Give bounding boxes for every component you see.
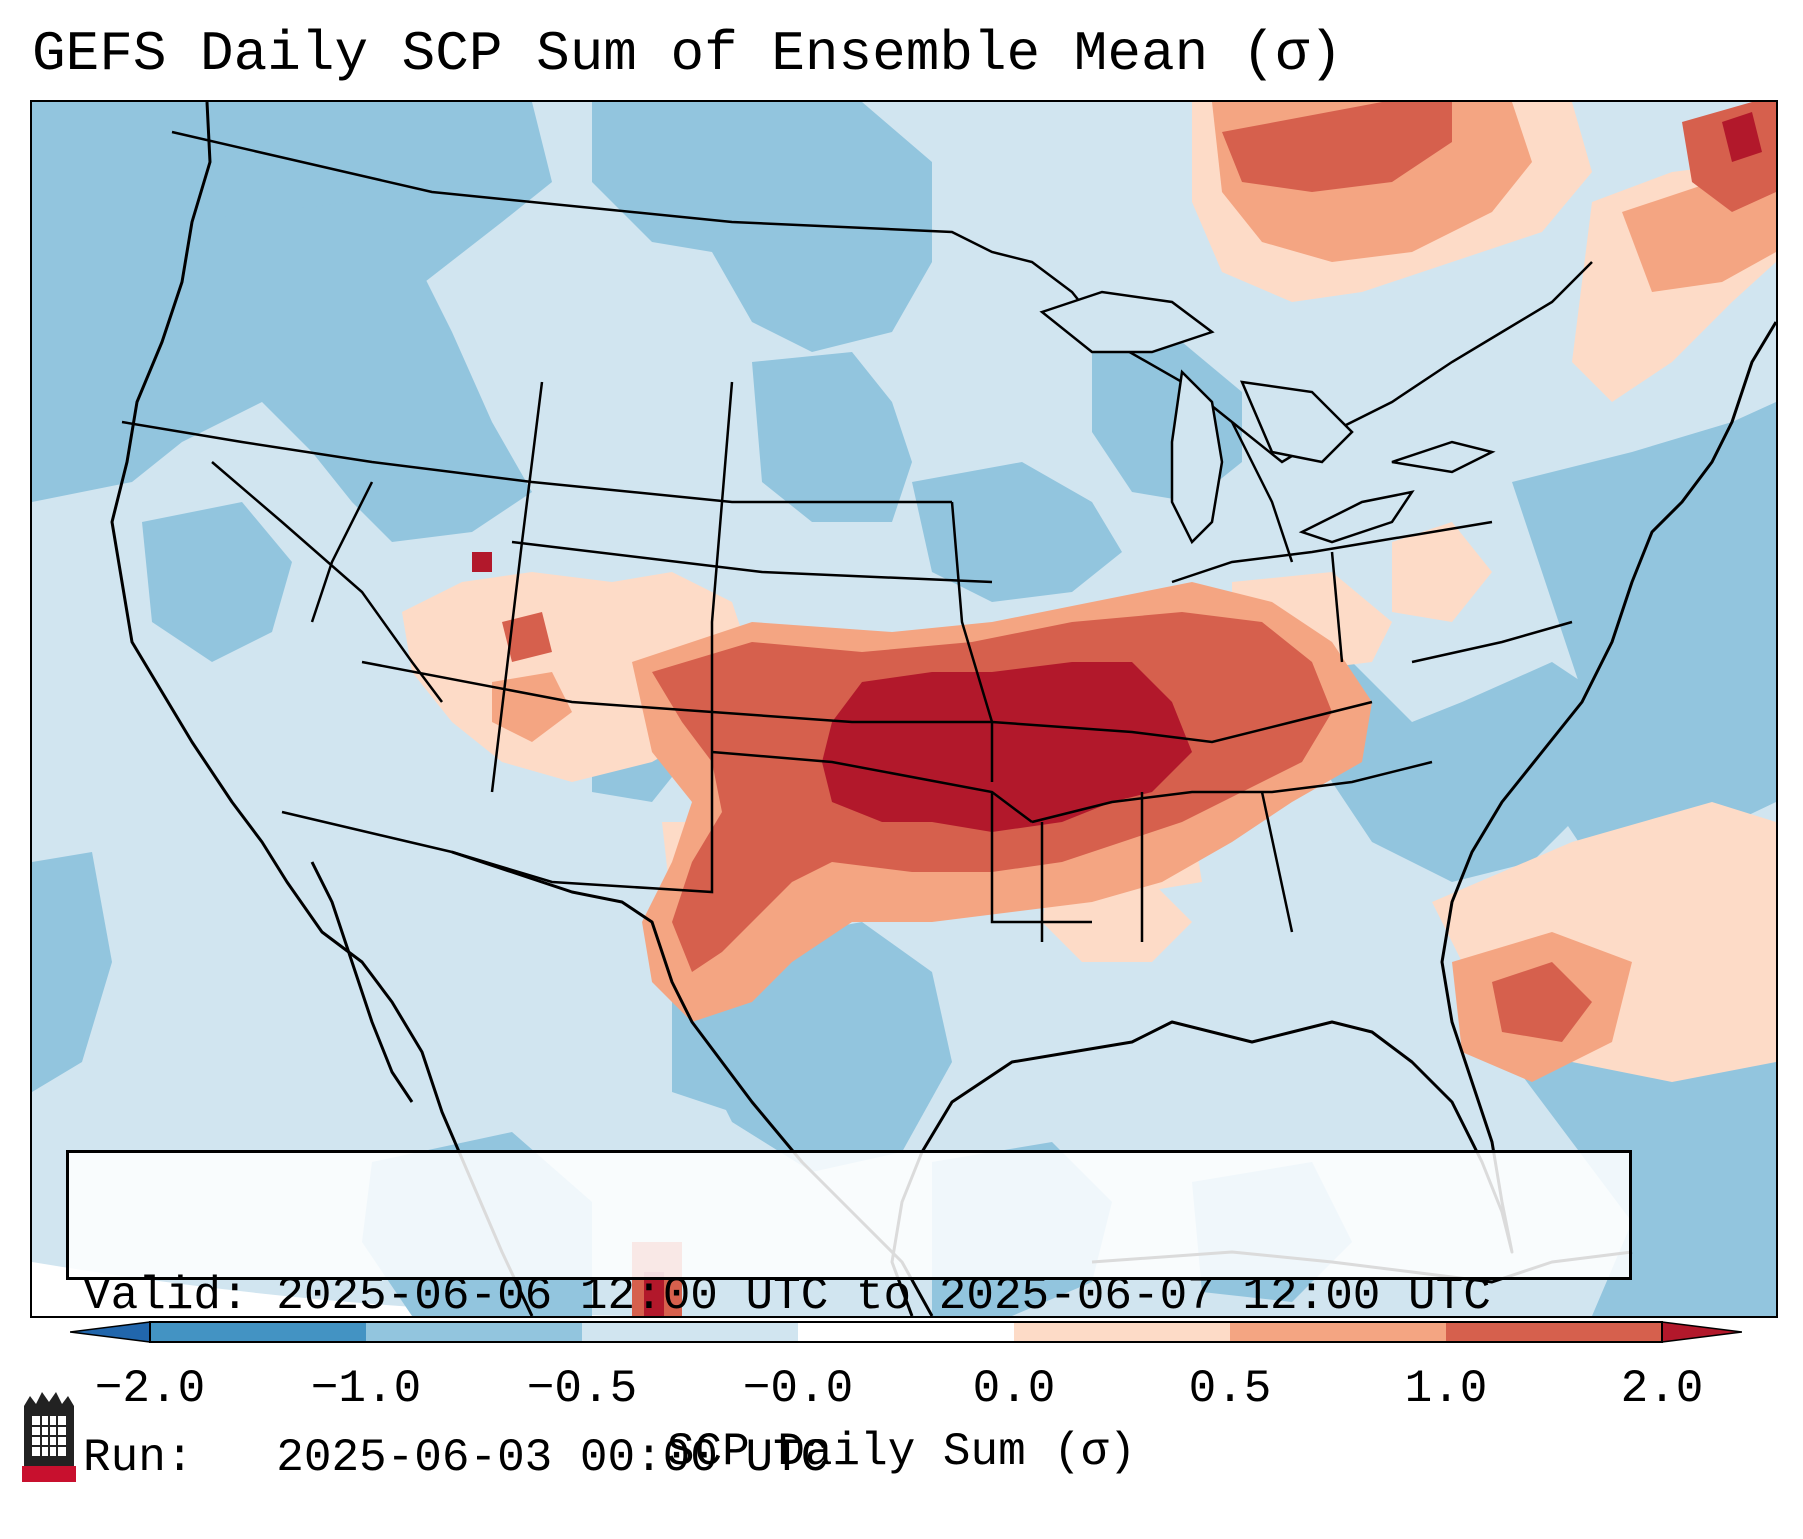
great-lakes [1039, 290, 1496, 545]
off-domain-area [32, 1262, 632, 1316]
run-time-text: Run: 2025-06-03 00:00 UTC [83, 1432, 829, 1484]
valid-time-text: Valid: 2025-06-06 12:00 UTC to 2025-06-0… [83, 1270, 1491, 1322]
valid-run-info-box: Valid: 2025-06-06 12:00 UTC to 2025-06-0… [66, 1150, 1632, 1484]
colorbar-tick-label: 0.0 [972, 1363, 1056, 1415]
colorbar-extend-high [1661, 1321, 1742, 1343]
colorbar [70, 1321, 1742, 1343]
colorbar-tick-label: 0.5 [1188, 1363, 1272, 1415]
niu-logo [22, 1392, 76, 1482]
colorbar-segment [150, 1322, 366, 1342]
colorbar-label: SCP Daily Sum (σ) [666, 1426, 1137, 1478]
colorbar-segment [1446, 1322, 1662, 1342]
colorbar-segment [798, 1322, 1014, 1342]
borders [121, 130, 1593, 942]
colorbar-tick-label: −2.0 [94, 1363, 206, 1415]
colorbar-tick-label: −1.0 [310, 1363, 422, 1415]
colorbar-segment [1230, 1322, 1446, 1342]
colorbar-tick-label: −0.5 [526, 1363, 638, 1415]
map-panel[interactable] [30, 100, 1778, 1318]
figure-title: GEFS Daily SCP Sum of Ensemble Mean (σ) [32, 22, 1343, 86]
colorbar-tick-label: 2.0 [1620, 1363, 1704, 1415]
colorbar-tick-label: 1.0 [1404, 1363, 1488, 1415]
colorbar-extend-low [70, 1321, 151, 1343]
colorbar-segment [366, 1322, 582, 1342]
map-svg [32, 102, 1776, 1316]
field-positive-extreme [472, 112, 1762, 1316]
colorbar-segment [1014, 1322, 1230, 1342]
colorbar-tick-label: −0.0 [742, 1363, 854, 1415]
colorbar-outline [149, 1321, 1663, 1343]
colorbar-segment [582, 1322, 798, 1342]
